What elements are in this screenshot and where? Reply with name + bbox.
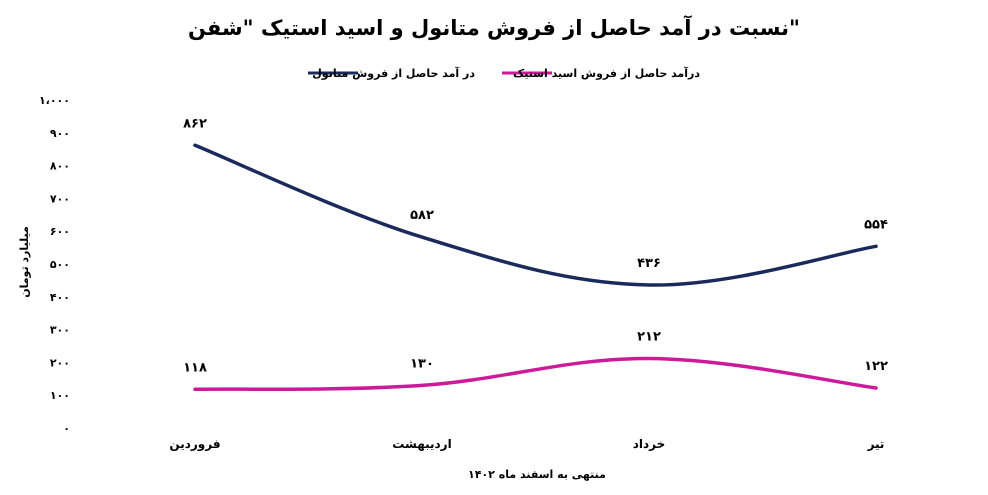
y-axis-ticks: ۰ ۱۰۰ ۲۰۰ ۳۰۰ ۴۰۰ ۵۰۰ ۶۰۰ ۷۰۰ ۸۰۰ ۹۰۰ ۱،۰۰۰ [39,94,70,435]
legend-item-methanol: در آمد حاصل از فروش متانول [308,66,475,80]
y-tick-label: ۵۰۰ [50,258,70,271]
data-label: ۲۱۲ [637,329,661,344]
y-tick-label: ۶۰۰ [50,225,70,238]
chart-title: نسبت در آمد حاصل از فروش متانول و اسید ا… [188,15,800,40]
series-line-methanol [193,143,878,287]
x-category-label: تیر [867,437,885,451]
legend-label-methanol: در آمد حاصل از فروش متانول [312,66,475,80]
y-tick-label: ۳۰۰ [50,324,70,337]
data-label: ۱۳۰ [410,356,434,371]
x-axis-title: منتهی به اسفند ماه ۱۴۰۲ [468,468,606,481]
y-tick-label: ۲۰۰ [50,356,70,369]
data-label: ۵۸۲ [410,208,434,223]
x-category-label: خرداد [633,437,666,451]
y-tick-label: ۸۰۰ [50,160,70,173]
x-axis-categories: فروردین اردیبهشت خرداد تیر [169,437,884,452]
y-tick-label: ۴۰۰ [50,291,70,304]
series-line-acetic-acid [193,356,878,392]
data-label: ۱۲۲ [864,359,888,374]
data-label: ۸۶۲ [183,116,207,131]
y-tick-label: ۱۰۰ [50,389,70,402]
legend-label-acetic-acid: درآمد حاصل از فروش اسید استیک [513,66,700,80]
x-category-label: اردیبهشت [392,437,451,451]
y-tick-label: ۷۰۰ [50,192,70,205]
data-label: ۴۳۶ [637,256,661,271]
data-labels: ۸۶۲ ۵۸۲ ۴۳۶ ۵۵۴ ۱۱۸ ۱۳۰ ۲۱۲ ۱۲۲ [183,116,888,375]
x-category-label: فروردین [169,437,220,452]
data-label: ۱۱۸ [183,360,207,375]
y-tick-label: ۰ [63,422,70,435]
legend-item-acetic-acid: درآمد حاصل از فروش اسید استیک [502,66,700,80]
y-axis-title: میلیارد تومان [18,226,31,298]
y-tick-label: ۱،۰۰۰ [39,94,70,107]
data-label: ۵۵۴ [864,217,888,232]
y-tick-label: ۹۰۰ [50,127,70,140]
legend: در آمد حاصل از فروش متانول درآمد حاصل از… [308,66,700,80]
series-lines [193,143,878,392]
